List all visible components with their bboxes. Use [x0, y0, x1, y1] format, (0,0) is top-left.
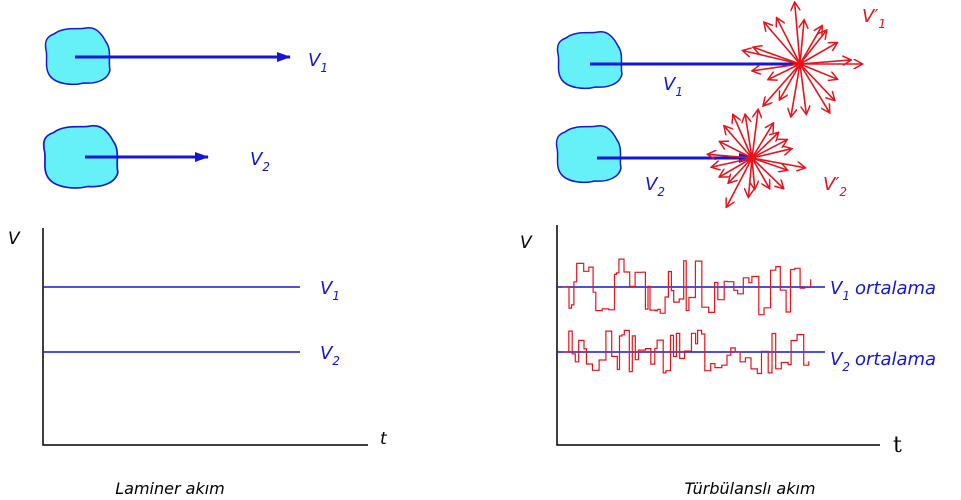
subscript: 1	[320, 61, 328, 75]
subscript: 2	[657, 185, 665, 199]
fluctuation-arrow	[748, 157, 752, 198]
fluctuation-arrow	[724, 126, 753, 159]
fluid-blob	[556, 30, 623, 90]
fluctuation-arrow	[779, 63, 801, 100]
subscript: 1	[878, 17, 886, 31]
y-axis-label: V	[8, 229, 21, 249]
arrow-label: V1	[663, 74, 683, 99]
fluctuation-arrow	[800, 20, 804, 65]
fluctuation-arrow	[711, 157, 753, 167]
symbol: V	[250, 149, 264, 170]
line-label: V2 ortalama	[830, 349, 936, 374]
arrow-label: V2	[645, 174, 665, 199]
subscript: 1	[332, 289, 340, 303]
symbol: V′	[862, 6, 878, 27]
symbol: V	[320, 278, 334, 299]
caption: Laminer akım	[115, 479, 225, 498]
fluctuation-arrow	[751, 157, 788, 170]
fluctuation-arrow	[799, 63, 806, 115]
turbulent-panel: V1 V2 V′1 V′2 V t V1 ortalama V2 ortalama …	[520, 2, 936, 498]
fluctuation-arrow	[799, 63, 830, 113]
axes	[42, 228, 368, 446]
y-axis-label: V	[520, 233, 533, 253]
subscript: 2	[332, 354, 340, 368]
suffix: ortalama	[855, 349, 936, 370]
fluctuation-arrow	[733, 114, 753, 159]
fluctuation-arrow	[799, 30, 827, 65]
fluctuation-arrow	[799, 60, 851, 64]
subscript: 1	[842, 289, 850, 303]
symbol: V	[830, 278, 844, 299]
fluctuation-arrow	[791, 63, 801, 117]
caption: Türbülanslı akım	[685, 479, 816, 498]
symbol: V	[830, 349, 844, 370]
subscript: 2	[839, 185, 847, 199]
symbol: V′	[823, 174, 839, 195]
subscript: 1	[675, 85, 683, 99]
x-axis-label: t	[893, 433, 902, 458]
fluctuation-arrow	[751, 149, 792, 159]
fluctuation-arrow	[751, 123, 773, 159]
fluctuation-arrow	[799, 63, 835, 101]
line-label: V1 ortalama	[830, 278, 936, 303]
fluctuation-arrow	[799, 63, 838, 79]
fluctuation-arrow	[799, 42, 837, 65]
velocity-trace	[563, 258, 812, 316]
fluctuation-arrow	[707, 154, 753, 158]
fluctuation-arrow	[763, 63, 801, 106]
symbol: V	[308, 50, 322, 71]
fluctuation-arrow	[751, 157, 770, 189]
arrow-label: V2	[250, 149, 270, 174]
axes	[556, 225, 880, 446]
fluctuation-label: V′1	[862, 6, 886, 31]
arrow-label: V1	[308, 50, 328, 75]
velocity-trace	[563, 329, 810, 375]
subscript: 2	[842, 360, 850, 374]
symbol: V	[663, 74, 677, 95]
fluctuation-arrow	[752, 157, 755, 190]
fluctuation-arrow	[726, 157, 753, 207]
symbol: V	[645, 174, 659, 195]
laminar-panel: V1 V2 V t V1 V2 Laminer akım	[8, 26, 388, 498]
symbol: V	[320, 343, 334, 364]
fluctuation-arrow	[751, 132, 779, 159]
line-label: V1	[320, 278, 340, 303]
fluctuation-arrow	[764, 22, 801, 65]
fluctuation-arrow	[753, 47, 801, 65]
fluctuation-arrow	[742, 50, 801, 65]
fluctuation-arrow	[745, 114, 753, 159]
fluctuation-arrow	[751, 109, 758, 159]
fluctuation-arrow	[795, 2, 801, 65]
fluctuation-arrow	[751, 140, 787, 159]
fluctuation-arrow	[768, 63, 801, 80]
fluctuation-arrow	[751, 157, 784, 189]
fluctuation-arrow	[728, 157, 753, 183]
fluctuation-arrow	[719, 141, 753, 159]
fluctuation-arrow	[777, 18, 801, 65]
x-axis-label: t	[380, 429, 388, 449]
fluid-blob	[555, 124, 622, 184]
fluctuation-label: V′2	[823, 174, 847, 199]
fluctuation-arrow	[752, 63, 801, 71]
subscript: 2	[262, 160, 270, 174]
fluctuation-arrow	[719, 157, 753, 177]
suffix: ortalama	[855, 278, 936, 299]
line-label: V2	[320, 343, 340, 368]
